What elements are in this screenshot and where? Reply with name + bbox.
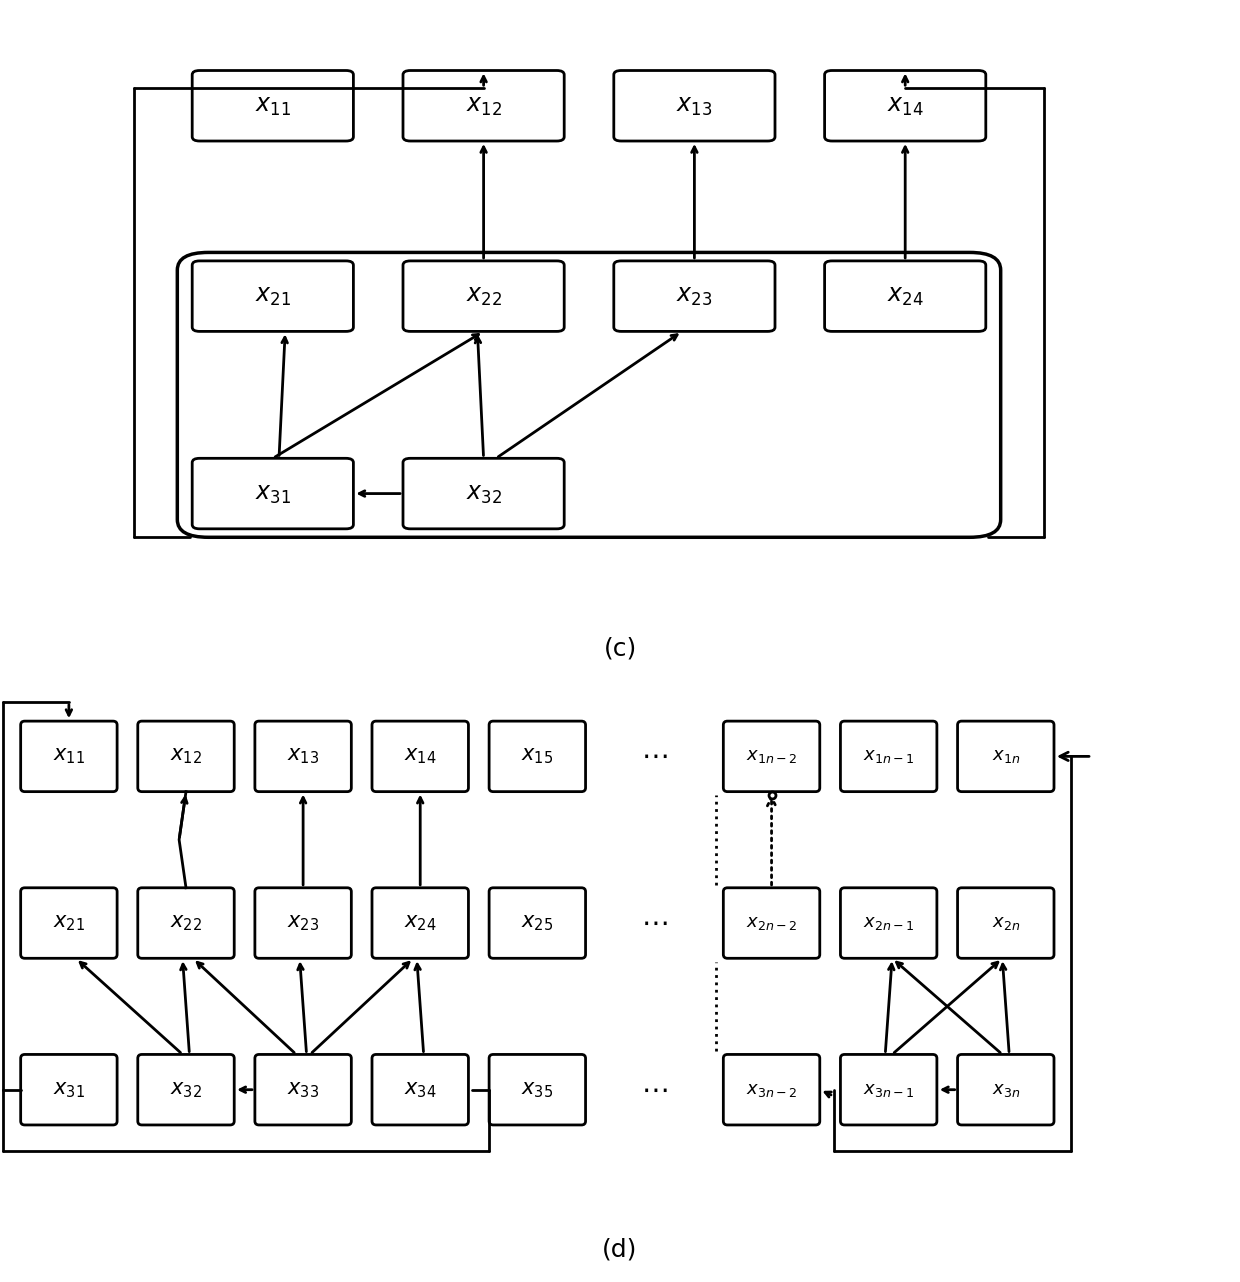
FancyBboxPatch shape — [825, 260, 986, 331]
Text: (d): (d) — [603, 1238, 637, 1261]
Text: $x_{11}$: $x_{11}$ — [254, 94, 291, 118]
Text: $x_{12}$: $x_{12}$ — [465, 94, 502, 118]
Text: $x_{14}$: $x_{14}$ — [404, 746, 436, 767]
FancyBboxPatch shape — [21, 1054, 117, 1126]
FancyBboxPatch shape — [723, 887, 820, 958]
Text: $x_{21}$: $x_{21}$ — [53, 913, 84, 933]
Text: $x_{24}$: $x_{24}$ — [887, 285, 924, 308]
Text: $x_{32}$: $x_{32}$ — [170, 1079, 202, 1100]
Text: $x_{35}$: $x_{35}$ — [521, 1079, 553, 1100]
FancyBboxPatch shape — [957, 1054, 1054, 1126]
Text: $x_{12}$: $x_{12}$ — [170, 746, 202, 767]
Text: $x_{3n-2}$: $x_{3n-2}$ — [746, 1081, 797, 1099]
FancyBboxPatch shape — [138, 887, 234, 958]
FancyBboxPatch shape — [825, 71, 986, 141]
Text: $x_{3n-1}$: $x_{3n-1}$ — [863, 1081, 914, 1099]
FancyBboxPatch shape — [841, 720, 937, 791]
FancyBboxPatch shape — [21, 887, 117, 958]
FancyBboxPatch shape — [192, 459, 353, 528]
FancyBboxPatch shape — [841, 887, 937, 958]
Text: (c): (c) — [604, 637, 636, 660]
FancyBboxPatch shape — [372, 720, 469, 791]
FancyBboxPatch shape — [192, 71, 353, 141]
Text: $x_{1n-2}$: $x_{1n-2}$ — [746, 747, 797, 765]
Text: $x_{31}$: $x_{31}$ — [254, 482, 291, 505]
FancyBboxPatch shape — [138, 720, 234, 791]
FancyBboxPatch shape — [255, 887, 351, 958]
Text: $x_{2n-1}$: $x_{2n-1}$ — [863, 914, 914, 932]
FancyBboxPatch shape — [489, 887, 585, 958]
Text: $x_{1n-1}$: $x_{1n-1}$ — [863, 747, 914, 765]
Text: $x_{23}$: $x_{23}$ — [676, 285, 713, 308]
FancyBboxPatch shape — [489, 1054, 585, 1126]
FancyBboxPatch shape — [723, 720, 820, 791]
Text: $x_{2n}$: $x_{2n}$ — [992, 914, 1021, 932]
Text: $\cdots$: $\cdots$ — [641, 909, 668, 937]
Text: $x_{11}$: $x_{11}$ — [53, 746, 84, 767]
Text: $x_{32}$: $x_{32}$ — [465, 482, 502, 505]
FancyBboxPatch shape — [372, 887, 469, 958]
FancyBboxPatch shape — [403, 459, 564, 528]
FancyBboxPatch shape — [255, 720, 351, 791]
Text: $x_{1n}$: $x_{1n}$ — [992, 747, 1021, 765]
Text: $\cdots$: $\cdots$ — [641, 1076, 668, 1104]
Text: $x_{25}$: $x_{25}$ — [521, 913, 553, 933]
FancyBboxPatch shape — [192, 260, 353, 331]
Text: $\cdots$: $\cdots$ — [641, 742, 668, 770]
FancyBboxPatch shape — [21, 720, 117, 791]
Text: $x_{34}$: $x_{34}$ — [404, 1079, 436, 1100]
Text: $x_{31}$: $x_{31}$ — [53, 1079, 84, 1100]
Text: $x_{13}$: $x_{13}$ — [676, 94, 713, 118]
Text: $x_{3n}$: $x_{3n}$ — [992, 1081, 1021, 1099]
FancyBboxPatch shape — [403, 71, 564, 141]
Text: $x_{23}$: $x_{23}$ — [286, 913, 319, 933]
Text: $x_{15}$: $x_{15}$ — [521, 746, 553, 767]
FancyBboxPatch shape — [723, 1054, 820, 1126]
FancyBboxPatch shape — [957, 720, 1054, 791]
FancyBboxPatch shape — [957, 887, 1054, 958]
Text: $x_{2n-2}$: $x_{2n-2}$ — [746, 914, 797, 932]
FancyBboxPatch shape — [614, 260, 775, 331]
FancyBboxPatch shape — [138, 1054, 234, 1126]
FancyBboxPatch shape — [372, 1054, 469, 1126]
FancyBboxPatch shape — [255, 1054, 351, 1126]
FancyBboxPatch shape — [403, 260, 564, 331]
Text: $x_{22}$: $x_{22}$ — [170, 913, 202, 933]
Text: $x_{21}$: $x_{21}$ — [254, 285, 291, 308]
FancyBboxPatch shape — [841, 1054, 937, 1126]
FancyBboxPatch shape — [614, 71, 775, 141]
Text: $x_{14}$: $x_{14}$ — [887, 94, 924, 118]
Text: $x_{22}$: $x_{22}$ — [465, 285, 502, 308]
Text: $x_{33}$: $x_{33}$ — [286, 1079, 319, 1100]
FancyBboxPatch shape — [489, 720, 585, 791]
FancyBboxPatch shape — [177, 253, 1001, 537]
Text: $x_{13}$: $x_{13}$ — [286, 746, 319, 767]
Text: $x_{24}$: $x_{24}$ — [404, 913, 436, 933]
